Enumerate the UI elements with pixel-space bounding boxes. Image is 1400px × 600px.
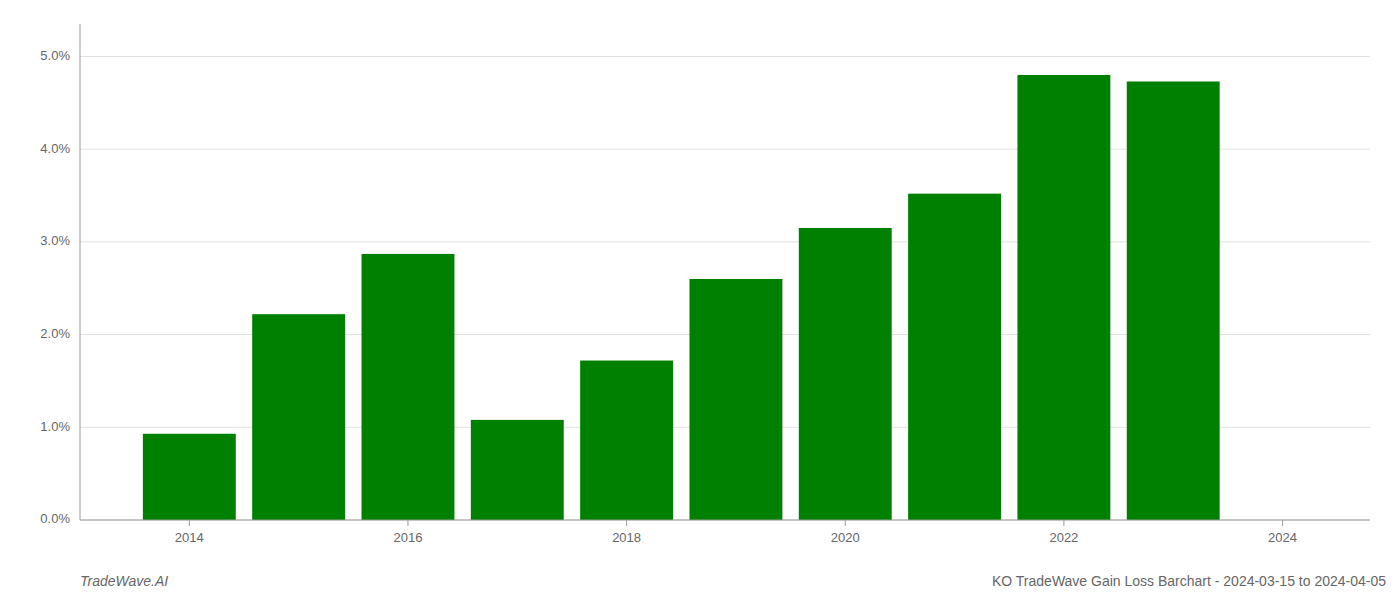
bar (252, 314, 345, 520)
x-tick (1282, 520, 1283, 526)
grid-line (80, 520, 1370, 521)
x-tick (626, 520, 627, 526)
y-grid (80, 56, 1370, 520)
x-ticks: 2014 2016 2018 2020 2022 2024 (175, 520, 1297, 545)
x-tick-label: 2014 (175, 530, 204, 545)
y-tick-label: 2.0% (40, 326, 70, 341)
bar (580, 361, 673, 520)
chart-container: 0.0% 1.0% 2.0% 3.0% 4.0% 5.0% 2014 2016 2018 2020… (0, 0, 1400, 600)
x-axis-line (80, 520, 1370, 521)
bar (1017, 75, 1110, 520)
grid-line (80, 56, 1370, 57)
bar (689, 279, 782, 520)
chart-svg: 0.0% 1.0% 2.0% 3.0% 4.0% 5.0% 2014 2016 2018 2020… (0, 0, 1400, 600)
x-tick (845, 520, 846, 526)
y-tick-label: 3.0% (40, 233, 70, 248)
bar (143, 434, 236, 520)
bar (1127, 81, 1220, 520)
x-tick-label: 2016 (394, 530, 423, 545)
title: KO TradeWave Gain Loss Barchart - 2024-0… (992, 573, 1386, 589)
x-tick (407, 520, 408, 526)
bar (908, 194, 1001, 520)
x-tick-label: 2020 (831, 530, 860, 545)
y-tick-label: 1.0% (40, 419, 70, 434)
y-axis-line (80, 24, 81, 520)
y-tick-label: 5.0% (40, 48, 70, 63)
y-tick-label: 4.0% (40, 141, 70, 156)
watermark: TradeWave.AI (80, 573, 168, 589)
bar (471, 420, 564, 520)
x-tick-label: 2022 (1049, 530, 1078, 545)
x-tick (1063, 520, 1064, 526)
bar (799, 228, 892, 520)
x-tick-label: 2018 (612, 530, 641, 545)
bar (362, 254, 455, 520)
x-tick-label: 2024 (1268, 530, 1297, 545)
y-tick-label: 0.0% (40, 511, 70, 526)
y-tick-labels: 0.0% 1.0% 2.0% 3.0% 4.0% 5.0% (40, 48, 70, 527)
x-tick (189, 520, 190, 526)
bars (143, 75, 1220, 520)
